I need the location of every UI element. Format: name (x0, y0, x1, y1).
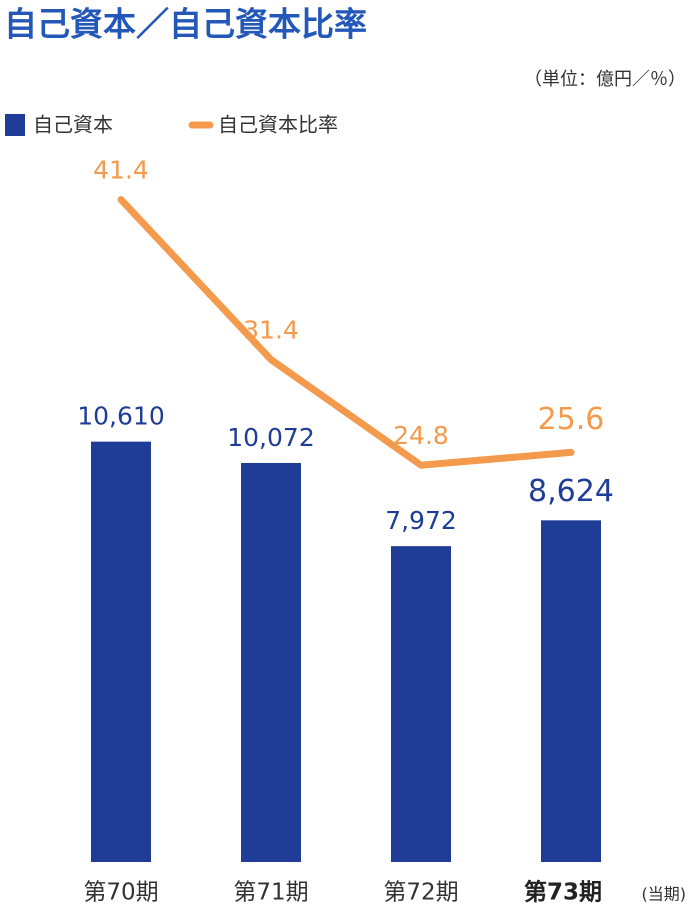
line-value-label: 31.4 (243, 316, 299, 345)
line-value-label: 41.4 (93, 156, 149, 185)
chart-title: 自己資本／自己資本比率 (4, 5, 367, 44)
legend-label: 自己資本比率 (218, 113, 338, 137)
line (117, 196, 575, 469)
bar (541, 520, 601, 862)
x-tick-label: 第70期 (83, 880, 158, 906)
line-value-label: 25.6 (538, 402, 605, 437)
bar-value-label: 7,972 (385, 506, 457, 535)
line-value-label: 24.8 (393, 421, 449, 450)
bar-value-label: 10,072 (227, 423, 314, 452)
legend-swatch (5, 114, 25, 136)
x-tick-label: 第72期 (383, 880, 458, 906)
x-tick-label: 第71期 (233, 880, 308, 906)
x-tick-label: 第73期 (524, 879, 602, 906)
bar (91, 441, 151, 862)
bar-value-label: 8,624 (528, 474, 614, 509)
category-note: (当期) (642, 885, 687, 904)
unit-label: （単位：億円／％） (524, 69, 686, 90)
bar (241, 462, 301, 862)
bar-value-label: 10,610 (77, 402, 164, 431)
bar (391, 546, 451, 862)
legend-label: 自己資本 (33, 113, 113, 137)
